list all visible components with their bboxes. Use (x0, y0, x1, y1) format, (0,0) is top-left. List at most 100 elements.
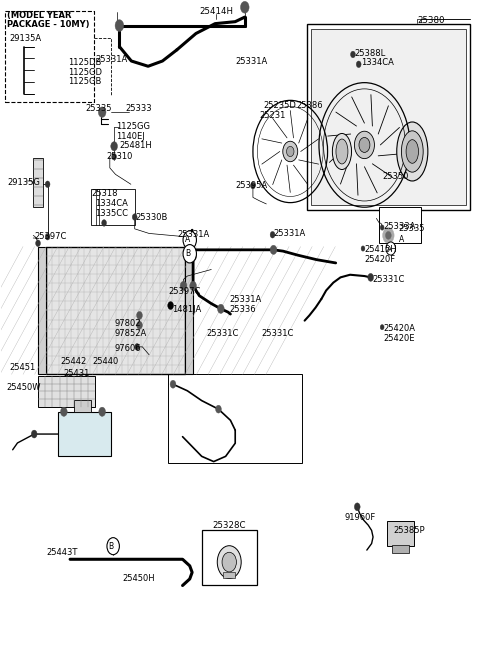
Circle shape (190, 252, 196, 261)
Circle shape (283, 141, 298, 162)
Text: 25350: 25350 (383, 172, 409, 181)
Text: 25328C: 25328C (212, 521, 246, 530)
Bar (168, 374, 302, 463)
Text: 1125GD: 1125GD (68, 68, 102, 77)
Circle shape (270, 245, 277, 254)
Text: 1481JA: 1481JA (172, 305, 201, 314)
Circle shape (102, 219, 107, 226)
Bar (307, 24, 470, 210)
Text: 1335CC: 1335CC (96, 209, 129, 217)
Bar (5, 11, 94, 102)
Circle shape (180, 281, 187, 290)
Text: 25333: 25333 (125, 104, 152, 113)
Circle shape (31, 430, 37, 438)
Text: 25420A: 25420A (384, 324, 416, 333)
Bar (311, 29, 466, 205)
Text: 1334CA: 1334CA (360, 58, 394, 68)
Circle shape (359, 137, 370, 152)
Text: A: A (399, 235, 404, 244)
Text: 25331A: 25331A (229, 295, 262, 304)
Circle shape (115, 20, 124, 32)
Text: 29135G: 29135G (8, 178, 41, 187)
Text: 1140EJ: 1140EJ (117, 132, 145, 141)
Text: 25335: 25335 (398, 224, 424, 233)
Circle shape (217, 546, 241, 578)
Circle shape (386, 242, 396, 255)
Bar (392, 545, 409, 553)
Circle shape (60, 407, 67, 417)
Circle shape (135, 344, 140, 350)
Circle shape (36, 240, 40, 246)
Text: (MODEL YEAR: (MODEL YEAR (7, 11, 72, 20)
Text: 25451: 25451 (9, 363, 36, 373)
Text: 25385P: 25385P (393, 526, 425, 535)
Text: 25331A: 25331A (96, 55, 128, 64)
Text: 1334CA: 1334CA (96, 199, 128, 208)
Circle shape (270, 231, 275, 238)
Circle shape (217, 304, 224, 313)
Text: A: A (185, 235, 191, 244)
Circle shape (190, 281, 196, 290)
Text: 25331C: 25331C (372, 275, 405, 284)
Bar (379, 207, 421, 243)
Text: 25397C: 25397C (168, 287, 201, 296)
Text: 25336: 25336 (229, 305, 256, 314)
Text: 91960F: 91960F (344, 513, 375, 522)
Text: 25335: 25335 (86, 104, 112, 113)
Text: 25310: 25310 (106, 152, 132, 161)
Circle shape (111, 142, 118, 151)
Text: 25450H: 25450H (123, 574, 156, 583)
Text: 25331A: 25331A (178, 230, 210, 239)
Text: 1125GB: 1125GB (68, 78, 101, 87)
Text: 1125GG: 1125GG (117, 122, 151, 131)
Text: 25420F: 25420F (364, 255, 396, 264)
Text: 25318: 25318 (92, 189, 118, 198)
Bar (202, 530, 257, 585)
Circle shape (287, 147, 294, 156)
Text: 97802: 97802 (115, 319, 141, 328)
Ellipse shape (336, 139, 348, 164)
Ellipse shape (397, 122, 428, 181)
Circle shape (45, 233, 50, 240)
Text: 25397C: 25397C (34, 232, 67, 241)
Text: 25386: 25386 (297, 101, 323, 110)
Text: B: B (185, 249, 191, 258)
Circle shape (354, 131, 374, 158)
Circle shape (361, 246, 365, 251)
Circle shape (99, 407, 106, 417)
Text: 25442: 25442 (60, 357, 87, 366)
Circle shape (183, 231, 196, 249)
Circle shape (380, 325, 384, 330)
Bar (46, 246, 185, 374)
Bar (38, 246, 46, 374)
Circle shape (368, 273, 373, 281)
Circle shape (183, 244, 196, 263)
Text: 25380: 25380 (417, 16, 444, 25)
Circle shape (137, 311, 143, 319)
Bar (387, 521, 414, 546)
Bar (91, 189, 135, 225)
Text: 25450W: 25450W (6, 383, 41, 392)
Circle shape (45, 181, 50, 187)
Ellipse shape (332, 133, 351, 170)
Text: A: A (387, 246, 392, 252)
Text: 25231: 25231 (259, 111, 286, 120)
Text: 25443T: 25443T (46, 548, 78, 557)
Text: 25330B: 25330B (136, 213, 168, 221)
Circle shape (354, 503, 360, 510)
Text: 25431: 25431 (63, 369, 89, 378)
Text: 25235D: 25235D (263, 101, 296, 110)
Text: 29135A: 29135A (9, 34, 41, 43)
Text: 25331A: 25331A (235, 57, 267, 66)
Bar (74, 400, 91, 412)
Circle shape (350, 51, 355, 58)
Text: 25331A: 25331A (274, 229, 306, 238)
Circle shape (383, 227, 394, 243)
Ellipse shape (406, 140, 419, 164)
Text: 25331C: 25331C (262, 329, 294, 338)
Text: 25395A: 25395A (235, 181, 267, 190)
Text: 25415H: 25415H (364, 245, 397, 254)
Circle shape (240, 1, 249, 13)
Text: 25440: 25440 (93, 357, 119, 366)
Text: 97852A: 97852A (115, 328, 147, 338)
